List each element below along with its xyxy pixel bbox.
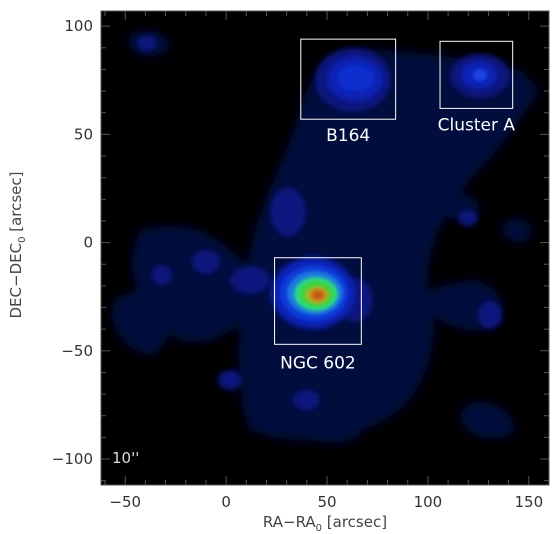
plot-frame — [100, 10, 550, 486]
x-tick-label: 150 — [514, 493, 543, 511]
x-tick-label: 50 — [317, 493, 336, 511]
y-axis-title: DEC−DEC0 [arcsec] — [7, 172, 28, 319]
y-axis-title-subscript: 0 — [17, 237, 28, 243]
x-tick-label: −50 — [109, 493, 141, 511]
beam-size-label: 10'' — [112, 449, 139, 467]
axes: −50 0 50 100 150 −100 −50 0 50 100 — [52, 10, 550, 511]
emission-field — [111, 31, 540, 444]
x-axis-title-subscript: 0 — [316, 523, 322, 534]
region-label-b164: B164 — [326, 126, 370, 146]
region-overlays: B164 Cluster A NGC 602 — [274, 38, 516, 373]
region-box-ngc-602 — [274, 257, 362, 345]
region-box-b164 — [300, 38, 397, 120]
y-tick-label: −50 — [61, 342, 93, 360]
region-box-cluster-a — [439, 40, 514, 109]
ngc602-emission — [271, 257, 355, 329]
x-axis-title-unit: [arcsec] — [322, 513, 387, 531]
y-tick-label: −100 — [52, 450, 93, 468]
y-axis-title-unit: [arcsec] — [7, 172, 25, 237]
region-label-ngc-602: NGC 602 — [280, 353, 356, 373]
x-axis-title-text: RA−RA — [263, 513, 316, 531]
b164-emission — [315, 48, 391, 112]
region-label-cluster-a: Cluster A — [438, 115, 516, 135]
x-axis-title: RA−RA0 [arcsec] — [263, 513, 387, 534]
cluster-a-emission — [450, 54, 510, 98]
y-tick-label: 50 — [74, 125, 93, 143]
y-tick-label: 100 — [64, 17, 93, 35]
x-tick-label: 0 — [221, 493, 231, 511]
y-axis-title-text: DEC−DEC — [7, 243, 25, 319]
y-tick-label: 0 — [83, 234, 93, 252]
x-tick-label: 100 — [414, 493, 443, 511]
